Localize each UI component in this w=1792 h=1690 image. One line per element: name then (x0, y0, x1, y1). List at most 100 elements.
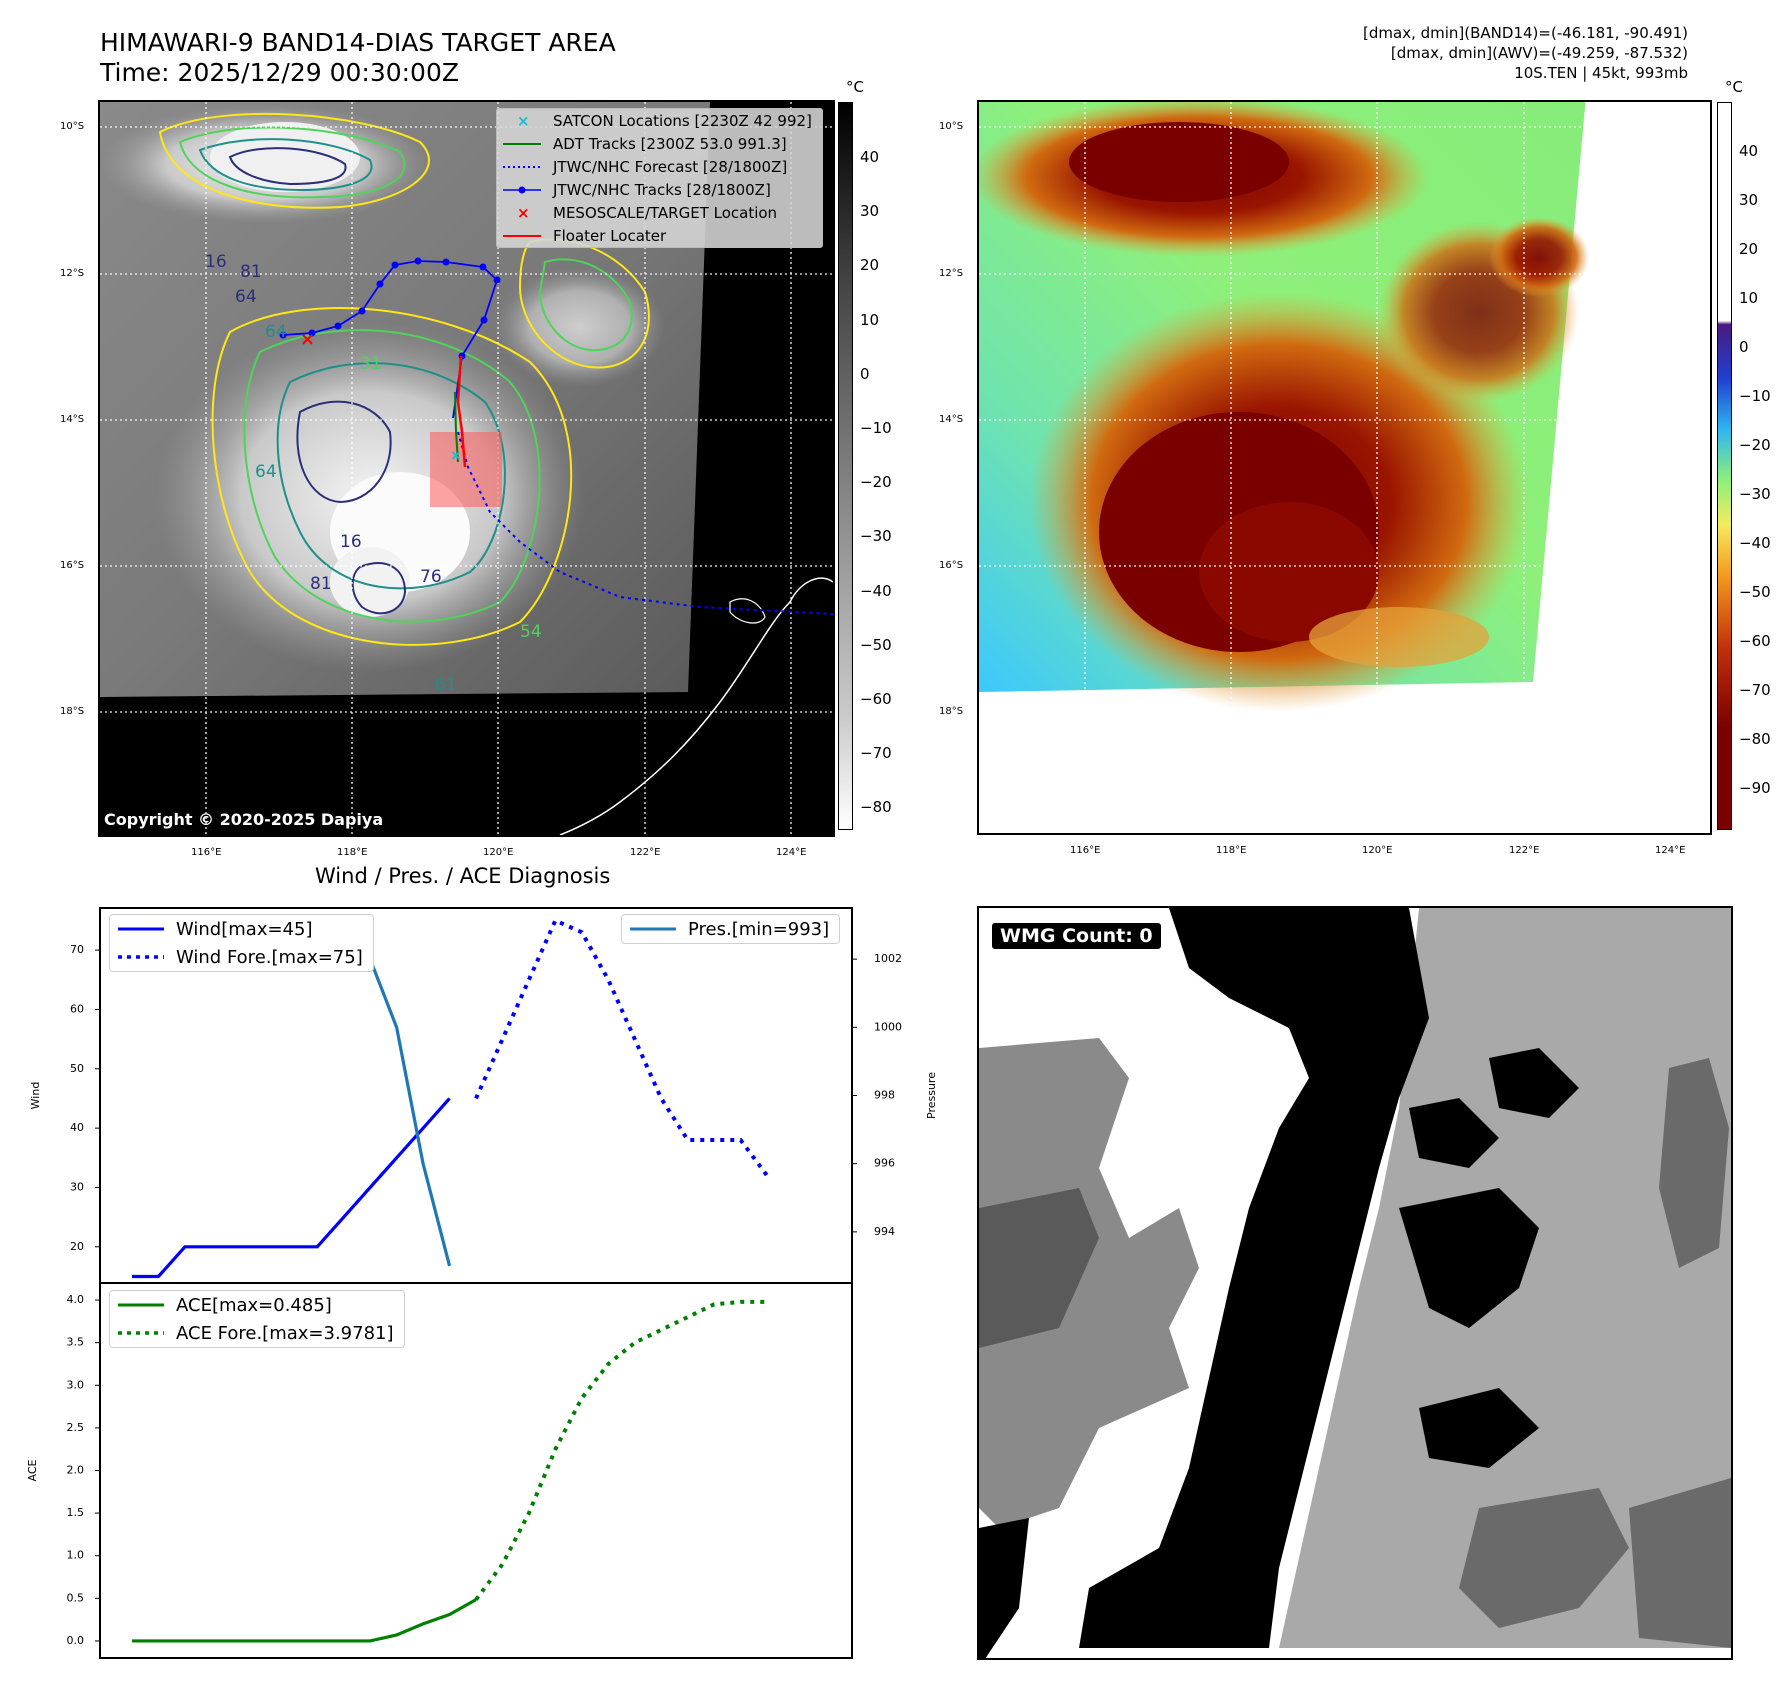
page-title: HIMAWARI-9 BAND14-DIAS TARGET AREA (100, 28, 616, 57)
wmg-image (979, 908, 1731, 1658)
legend-ace-forecast: ACE Fore.[max=3.9781] (118, 1322, 394, 1344)
target-box (430, 432, 502, 507)
color-colorbar (1717, 102, 1732, 830)
ir-map-lat-label: 12°S (60, 268, 85, 279)
gray-colorbar-tick: 0 (860, 364, 870, 383)
color-colorbar-tick: −90 (1739, 779, 1771, 797)
ir-map-lon-label: 124°E (776, 847, 807, 858)
gray-colorbar-tick: −40 (860, 581, 892, 600)
ace-axis-label: ACE (26, 1459, 39, 1481)
svg-text:×: × (517, 205, 530, 221)
wind-axis-tick-label: 70 (70, 943, 84, 956)
ir-map-lat-label: 16°S (60, 560, 85, 571)
ir-map-lon-label: 120°E (483, 847, 514, 858)
legend-label: ADT Tracks [2300Z 53.0 991.3] (553, 134, 787, 153)
chart-title: Wind / Pres. / ACE Diagnosis (315, 864, 611, 888)
color-colorbar-tick: 10 (1739, 289, 1759, 307)
contour-label: 64 (235, 287, 257, 307)
wind-forecast-line (474, 917, 769, 1177)
enhanced-map-lon-label: 116°E (1070, 845, 1101, 856)
ir-map-lat-label: 18°S (60, 706, 85, 717)
color-colorbar-tick: −80 (1739, 730, 1771, 748)
color-colorbar-tick: −60 (1739, 632, 1771, 650)
contour-label: 61 (435, 675, 457, 695)
legend-pressure: Pres.[min=993] (630, 918, 830, 940)
contour-label: 76 (420, 567, 442, 587)
wmg-count-label: WMG Count: 0 (990, 921, 1163, 951)
enhanced-map-lat-label: 10°S (939, 121, 964, 132)
copyright-text: Copyright © 2020-2025 Dapiya (104, 810, 384, 829)
target-marker: × (300, 329, 315, 350)
legend-swatch (503, 228, 541, 244)
legend-item: JTWC/NHC Forecast [28/1800Z] (497, 155, 822, 178)
ace-axis-tick-label: 0.5 (67, 1591, 85, 1604)
wind-legend: Wind[max=45] Wind Fore.[max=75] (109, 914, 374, 972)
color-colorbar-tick: −30 (1739, 485, 1771, 503)
legend-ace: ACE[max=0.485] (118, 1294, 332, 1316)
contour-labels: 16 81 64 31 76 81 64 61 54 64 16 (100, 102, 833, 835)
enhanced-map-lon-label: 122°E (1509, 845, 1540, 856)
legend-wind: Wind[max=45] (118, 918, 313, 940)
legend-item: JTWC/NHC Tracks [28/1800Z] (497, 178, 822, 201)
contour-label: 16 (205, 252, 227, 272)
wmg-panel: WMG Count: 0 (977, 906, 1733, 1660)
legend-label: SATCON Locations [2230Z 42 992] (553, 111, 812, 130)
ace-axis-tick-label: 3.5 (67, 1336, 85, 1349)
ir-map-lon-label: 118°E (337, 847, 368, 858)
ace-axis-tick-label: 2.5 (67, 1421, 85, 1434)
legend-item: Floater Locater (497, 224, 822, 247)
legend-swatch (503, 136, 541, 152)
contour-label: 54 (520, 622, 542, 642)
pressure-axis-tick-label: 996 (874, 1157, 895, 1170)
ace-series-line (132, 1598, 477, 1643)
ace-axis-tick-label: 1.5 (67, 1506, 85, 1519)
pressure-axis-tick-label: 994 (874, 1225, 895, 1238)
ir-map-image: × × (100, 102, 833, 835)
adt-track (454, 391, 459, 463)
contour-label: 64 (265, 322, 287, 342)
map-legend: × SATCON Locations [2230Z 42 992] ADT Trac… (496, 108, 823, 248)
jtwc-forecast (457, 431, 833, 615)
contour-label: 31 (360, 354, 382, 374)
enhanced-map-lon-label: 120°E (1362, 845, 1393, 856)
gray-colorbar-tick: 40 (860, 148, 880, 166)
legend-swatch: × (503, 112, 541, 130)
floater-track (456, 355, 467, 468)
color-colorbar-tick: −10 (1739, 387, 1771, 405)
info-line-3: 10S.TEN | 45kt, 993mb (1514, 64, 1688, 82)
ir-map-lat-label: 10°S (60, 121, 85, 132)
wind-axis-tick-label: 60 (70, 1002, 84, 1015)
color-colorbar-tick: −70 (1739, 681, 1771, 699)
legend-swatch (503, 182, 541, 198)
wind-series-line (132, 1097, 451, 1279)
color-colorbar-tick: −20 (1739, 436, 1771, 454)
contour-label: 16 (340, 532, 362, 552)
pressure-axis-label: Pressure (925, 1072, 938, 1119)
contour-label: 64 (255, 462, 277, 482)
color-colorbar-tick: −40 (1739, 534, 1771, 552)
enhanced-map-lon-label: 118°E (1216, 845, 1247, 856)
gray-colorbar-tick: 20 (860, 256, 880, 275)
legend-item: × MESOSCALE/TARGET Location (497, 201, 822, 224)
timestamp: Time: 2025/12/29 00:30:00Z (100, 58, 459, 87)
ace-axis-tick-label: 2.0 (67, 1464, 85, 1477)
color-colorbar-tick: 0 (1739, 338, 1749, 356)
svg-text:×: × (517, 113, 530, 129)
ace-axis-tick-label: 3.0 (67, 1378, 85, 1391)
gray-colorbar-tick: 30 (860, 202, 880, 221)
legend-item: ADT Tracks [2300Z 53.0 991.3] (497, 132, 822, 155)
color-colorbar-tick: 30 (1739, 191, 1759, 209)
coastline (559, 577, 833, 835)
gray-colorbar-tick: −50 (860, 635, 892, 654)
legend-swatch: × (503, 204, 541, 222)
ace-axis-tick-label: 4.0 (67, 1293, 85, 1306)
ir-map-panel: × × 16 81 64 31 76 81 64 61 54 64 16 × SATCON Locat… (98, 100, 835, 837)
gray-colorbar-unit: °C (846, 78, 864, 96)
enhanced-map-lat-label: 12°S (939, 268, 964, 279)
color-colorbar-unit: °C (1725, 78, 1743, 96)
legend-label: Floater Locater (553, 226, 667, 245)
satcon-marker: × (450, 448, 462, 464)
pressure-axis-tick-label: 1002 (874, 952, 902, 965)
pressure-axis-tick-label: 998 (874, 1089, 895, 1102)
color-colorbar-tick: 40 (1739, 142, 1759, 160)
